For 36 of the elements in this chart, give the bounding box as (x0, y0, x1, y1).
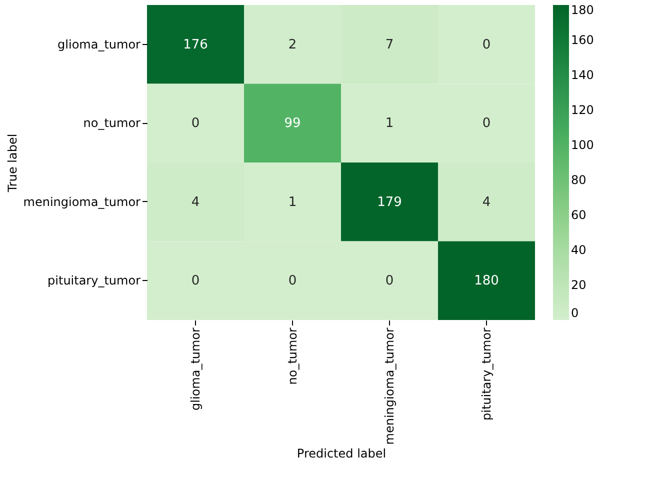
color-bar-label: 0 (571, 306, 579, 320)
x-tick-label: meningioma_tumor (382, 327, 396, 445)
color-bar-label: 40 (571, 243, 586, 257)
data-label: 7 (385, 37, 394, 52)
y-tick-label: meningioma_tumor (23, 194, 141, 209)
data-label: 0 (482, 37, 491, 52)
data-label: 99 (284, 116, 301, 132)
color-bar-label: 140 (571, 68, 594, 82)
color-bar-label: 120 (571, 103, 594, 117)
data-label: 179 (377, 194, 402, 210)
data-label: 4 (191, 194, 200, 210)
data-label: 1 (385, 116, 394, 132)
data-label: 176 (183, 37, 208, 52)
data-label: 4 (482, 194, 491, 210)
x-tick-label: pituitary_tumor (480, 327, 494, 420)
data-label: 0 (482, 116, 491, 132)
color-bar-label: 20 (571, 278, 586, 292)
data-label: 180 (474, 274, 499, 289)
y-tick-label: glioma_tumor (58, 37, 141, 52)
data-label: 0 (191, 274, 200, 289)
data-label: 1 (288, 194, 297, 210)
color-bar-label: 80 (571, 173, 586, 187)
color-bar-label: 100 (571, 138, 594, 152)
data-label: 0 (288, 274, 297, 289)
x-axis-title: Predicted label (296, 446, 386, 461)
y-axis-title: True label (5, 134, 20, 194)
color-bar-label: 160 (571, 33, 594, 47)
color-bar-label: 60 (571, 208, 586, 222)
data-label: 0 (385, 274, 394, 289)
color-bar-label: 180 (571, 3, 594, 17)
y-tick-label: pituitary_tumor (48, 274, 141, 288)
data-label: 2 (288, 37, 297, 52)
data-label: 0 (191, 116, 200, 132)
x-tick-label: no_tumor (286, 327, 300, 385)
x-tick-label: glioma_tumor (188, 327, 202, 410)
y-tick-label: no_tumor (83, 116, 141, 130)
